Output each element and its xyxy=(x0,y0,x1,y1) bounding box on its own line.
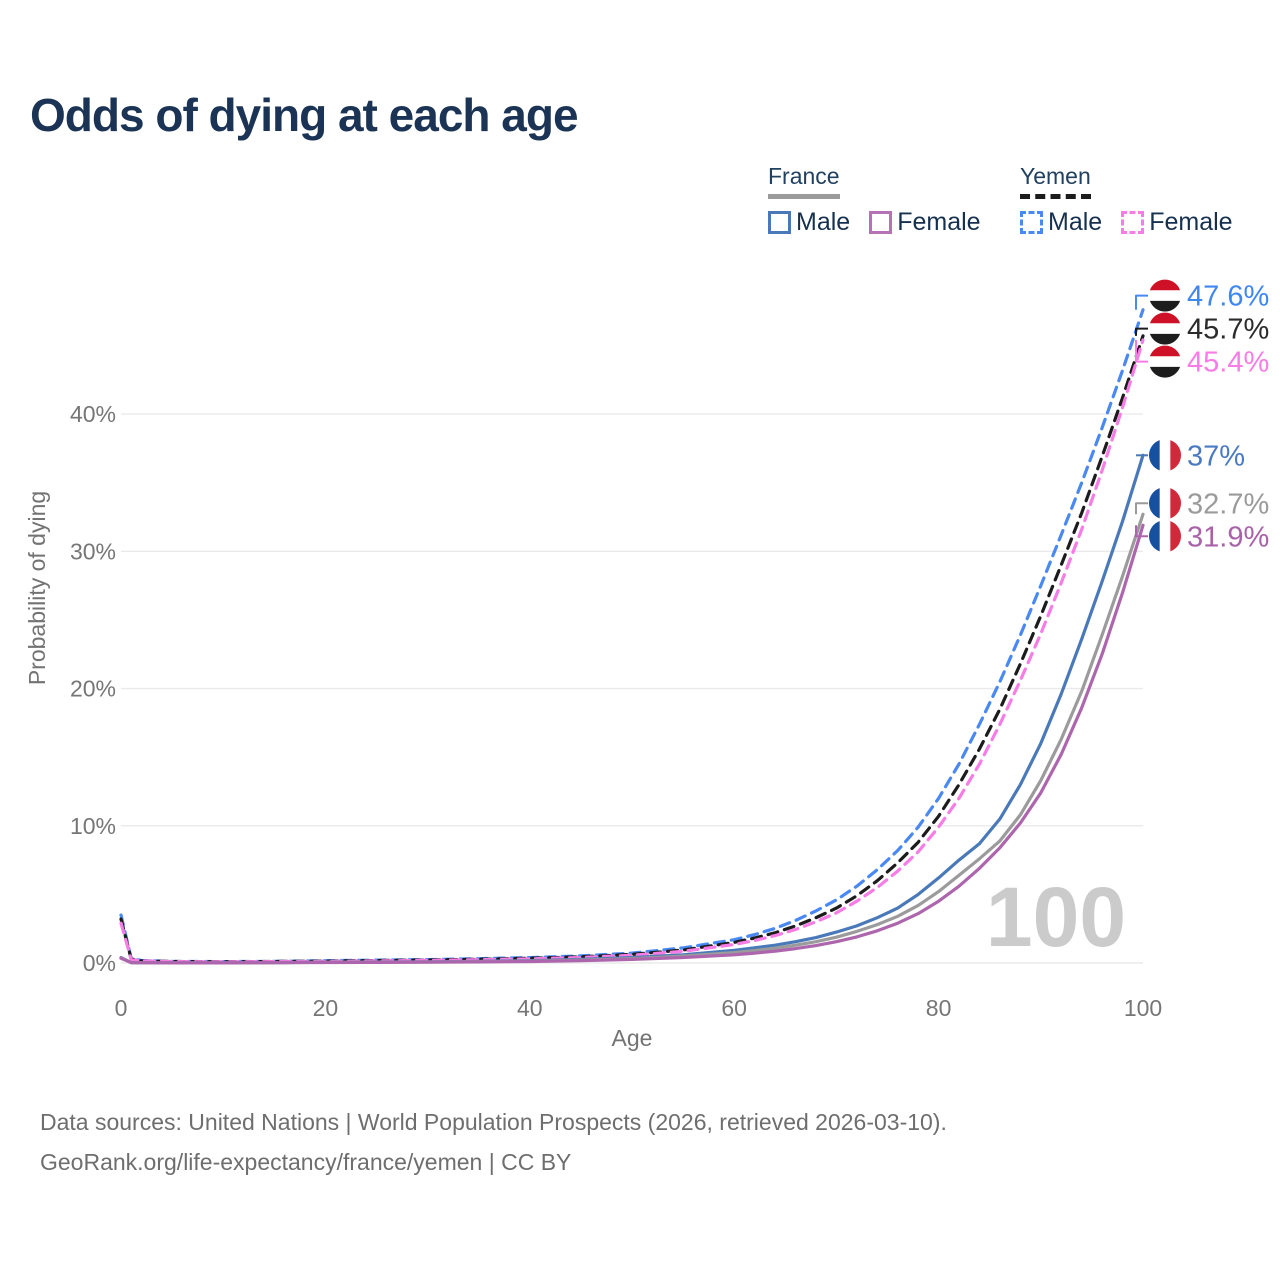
page-title: Odds of dying at each age xyxy=(30,89,579,141)
yemen-female-swatch-icon xyxy=(1121,211,1145,234)
end-value-label-yemen-female: 45.4% xyxy=(1187,347,1269,379)
x-axis-title: Age xyxy=(612,1025,653,1051)
y-tick-label: 0% xyxy=(83,950,116,976)
series-line-france-female[interactable] xyxy=(119,523,1145,965)
legend-label-yemen-male: Male xyxy=(1048,208,1103,236)
x-tick-label: 20 xyxy=(313,995,339,1021)
attribution-text: GeoRank.org/life-expectancy/france/yemen… xyxy=(40,1149,572,1176)
footer: Data sources: United Nations | World Pop… xyxy=(40,1102,947,1183)
end-value-label-france-male: 37% xyxy=(1187,440,1245,472)
x-tick-label: 80 xyxy=(926,995,952,1021)
end-connector-yemen-male xyxy=(1135,294,1148,310)
end-connector-france-both-sexes xyxy=(1135,502,1148,515)
legend-group-yemen: Yemen Male Female xyxy=(1020,163,1252,237)
legend-label-france-female: Female xyxy=(897,208,981,236)
legend-label-france-male: Male xyxy=(796,208,851,236)
legend-row-france: Male Female xyxy=(768,208,1000,237)
end-connector-yemen-both-sexes xyxy=(1135,327,1148,336)
end-connector-france-female xyxy=(1135,525,1148,538)
yemen-flag-icon xyxy=(1148,344,1182,379)
legend-country-yemen[interactable]: Yemen xyxy=(1020,163,1252,199)
series-line-yemen-female[interactable] xyxy=(119,338,1145,964)
x-tick-label: 60 xyxy=(721,995,747,1021)
end-value-label-yemen-both-sexes: 45.7% xyxy=(1187,314,1269,346)
legend-group-france: France Male Female xyxy=(768,163,1000,237)
legend-country-france[interactable]: France xyxy=(768,163,1000,199)
x-tick-label: 40 xyxy=(517,995,543,1021)
france-male-swatch-icon xyxy=(768,211,791,234)
legend-country-yemen-label: Yemen xyxy=(1020,163,1091,199)
legend-row-yemen: Male Female xyxy=(1020,208,1252,237)
y-tick-label: 10% xyxy=(70,813,116,839)
france-flag-icon xyxy=(1148,486,1182,521)
yemen-flag-icon xyxy=(1148,311,1182,346)
y-tick-label: 30% xyxy=(70,538,116,564)
hover-age-watermark: 100 xyxy=(986,870,1126,964)
series-line-yemen-male[interactable] xyxy=(119,308,1145,964)
end-connector-yemen-female xyxy=(1135,340,1148,363)
legend-item-france-female[interactable]: Female xyxy=(869,208,981,237)
legend-country-france-label: France xyxy=(768,163,840,199)
legend-item-france-male[interactable]: Male xyxy=(768,208,850,237)
end-value-label-france-both-sexes: 32.7% xyxy=(1187,488,1269,520)
x-tick-label: 100 xyxy=(1124,995,1162,1021)
france-flag-icon xyxy=(1148,438,1182,473)
france-female-swatch-icon xyxy=(869,211,893,234)
series-line-yemen-both-sexes[interactable] xyxy=(119,334,1145,964)
end-value-label-yemen-male: 47.6% xyxy=(1187,281,1269,313)
yemen-flag-icon xyxy=(1148,278,1182,313)
y-tick-label: 20% xyxy=(70,676,116,702)
y-tick-label: 40% xyxy=(70,401,116,427)
legend-label-yemen-female: Female xyxy=(1149,208,1233,236)
yemen-male-swatch-icon xyxy=(1020,211,1043,234)
end-value-label-france-female: 31.9% xyxy=(1187,521,1269,553)
data-sources-text: Data sources: United Nations | World Pop… xyxy=(40,1109,947,1135)
legend-item-yemen-male[interactable]: Male xyxy=(1020,208,1102,237)
x-tick-label: 0 xyxy=(115,995,128,1021)
y-axis-title: Probability of dying xyxy=(24,491,50,685)
legend-item-yemen-female[interactable]: Female xyxy=(1121,208,1233,237)
france-flag-icon xyxy=(1148,519,1182,554)
